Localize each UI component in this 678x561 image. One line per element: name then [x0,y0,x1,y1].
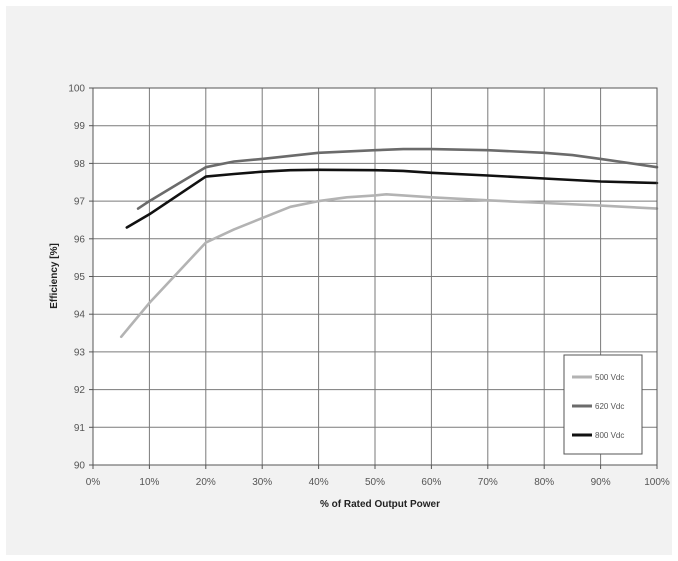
y-tick-label: 96 [74,234,86,245]
y-tick-label: 98 [74,159,86,170]
axes [89,87,658,469]
y-tick-label: 99 [74,121,86,132]
x-axis-title: % of Rated Output Power [320,499,440,510]
x-tick-label: 40% [309,477,329,488]
x-tick-label: 10% [139,477,159,488]
y-tick-label: 91 [74,423,86,434]
series-line [119,193,659,339]
x-tick-label: 0% [86,477,101,488]
y-tick-label: 97 [74,197,86,208]
series-line [125,168,659,229]
y-tick-label: 94 [74,310,86,321]
y-tick-label: 95 [74,272,86,283]
plot-border [92,87,658,466]
y-tick-label: 90 [74,461,86,472]
legend: 500 Vdc 620 Vdc 800 Vdc [563,354,643,455]
series-line [136,147,659,210]
y-tick-label: 100 [68,84,85,95]
series-lines [119,147,659,339]
y-tick-label: 92 [74,385,86,396]
tick-labels: 90 91 92 93 94 95 96 97 98 99 100 0% 10% 20% 30% 40% 50%… [68,84,670,489]
y-tick-label: 93 [74,347,86,358]
x-tick-label: 70% [478,477,498,488]
legend-label: 500 Vdc [595,373,624,382]
x-tick-label: 90% [591,477,611,488]
x-tick-label: 20% [196,477,216,488]
x-tick-label: 100% [644,477,670,488]
x-tick-label: 60% [421,477,441,488]
x-tick-label: 80% [534,477,554,488]
legend-label: 620 Vdc [595,402,624,411]
x-tick-label: 50% [365,477,385,488]
y-axis-title: Efficiency [%] [49,243,60,309]
x-tick-label: 30% [252,477,272,488]
legend-label: 800 Vdc [595,431,624,440]
